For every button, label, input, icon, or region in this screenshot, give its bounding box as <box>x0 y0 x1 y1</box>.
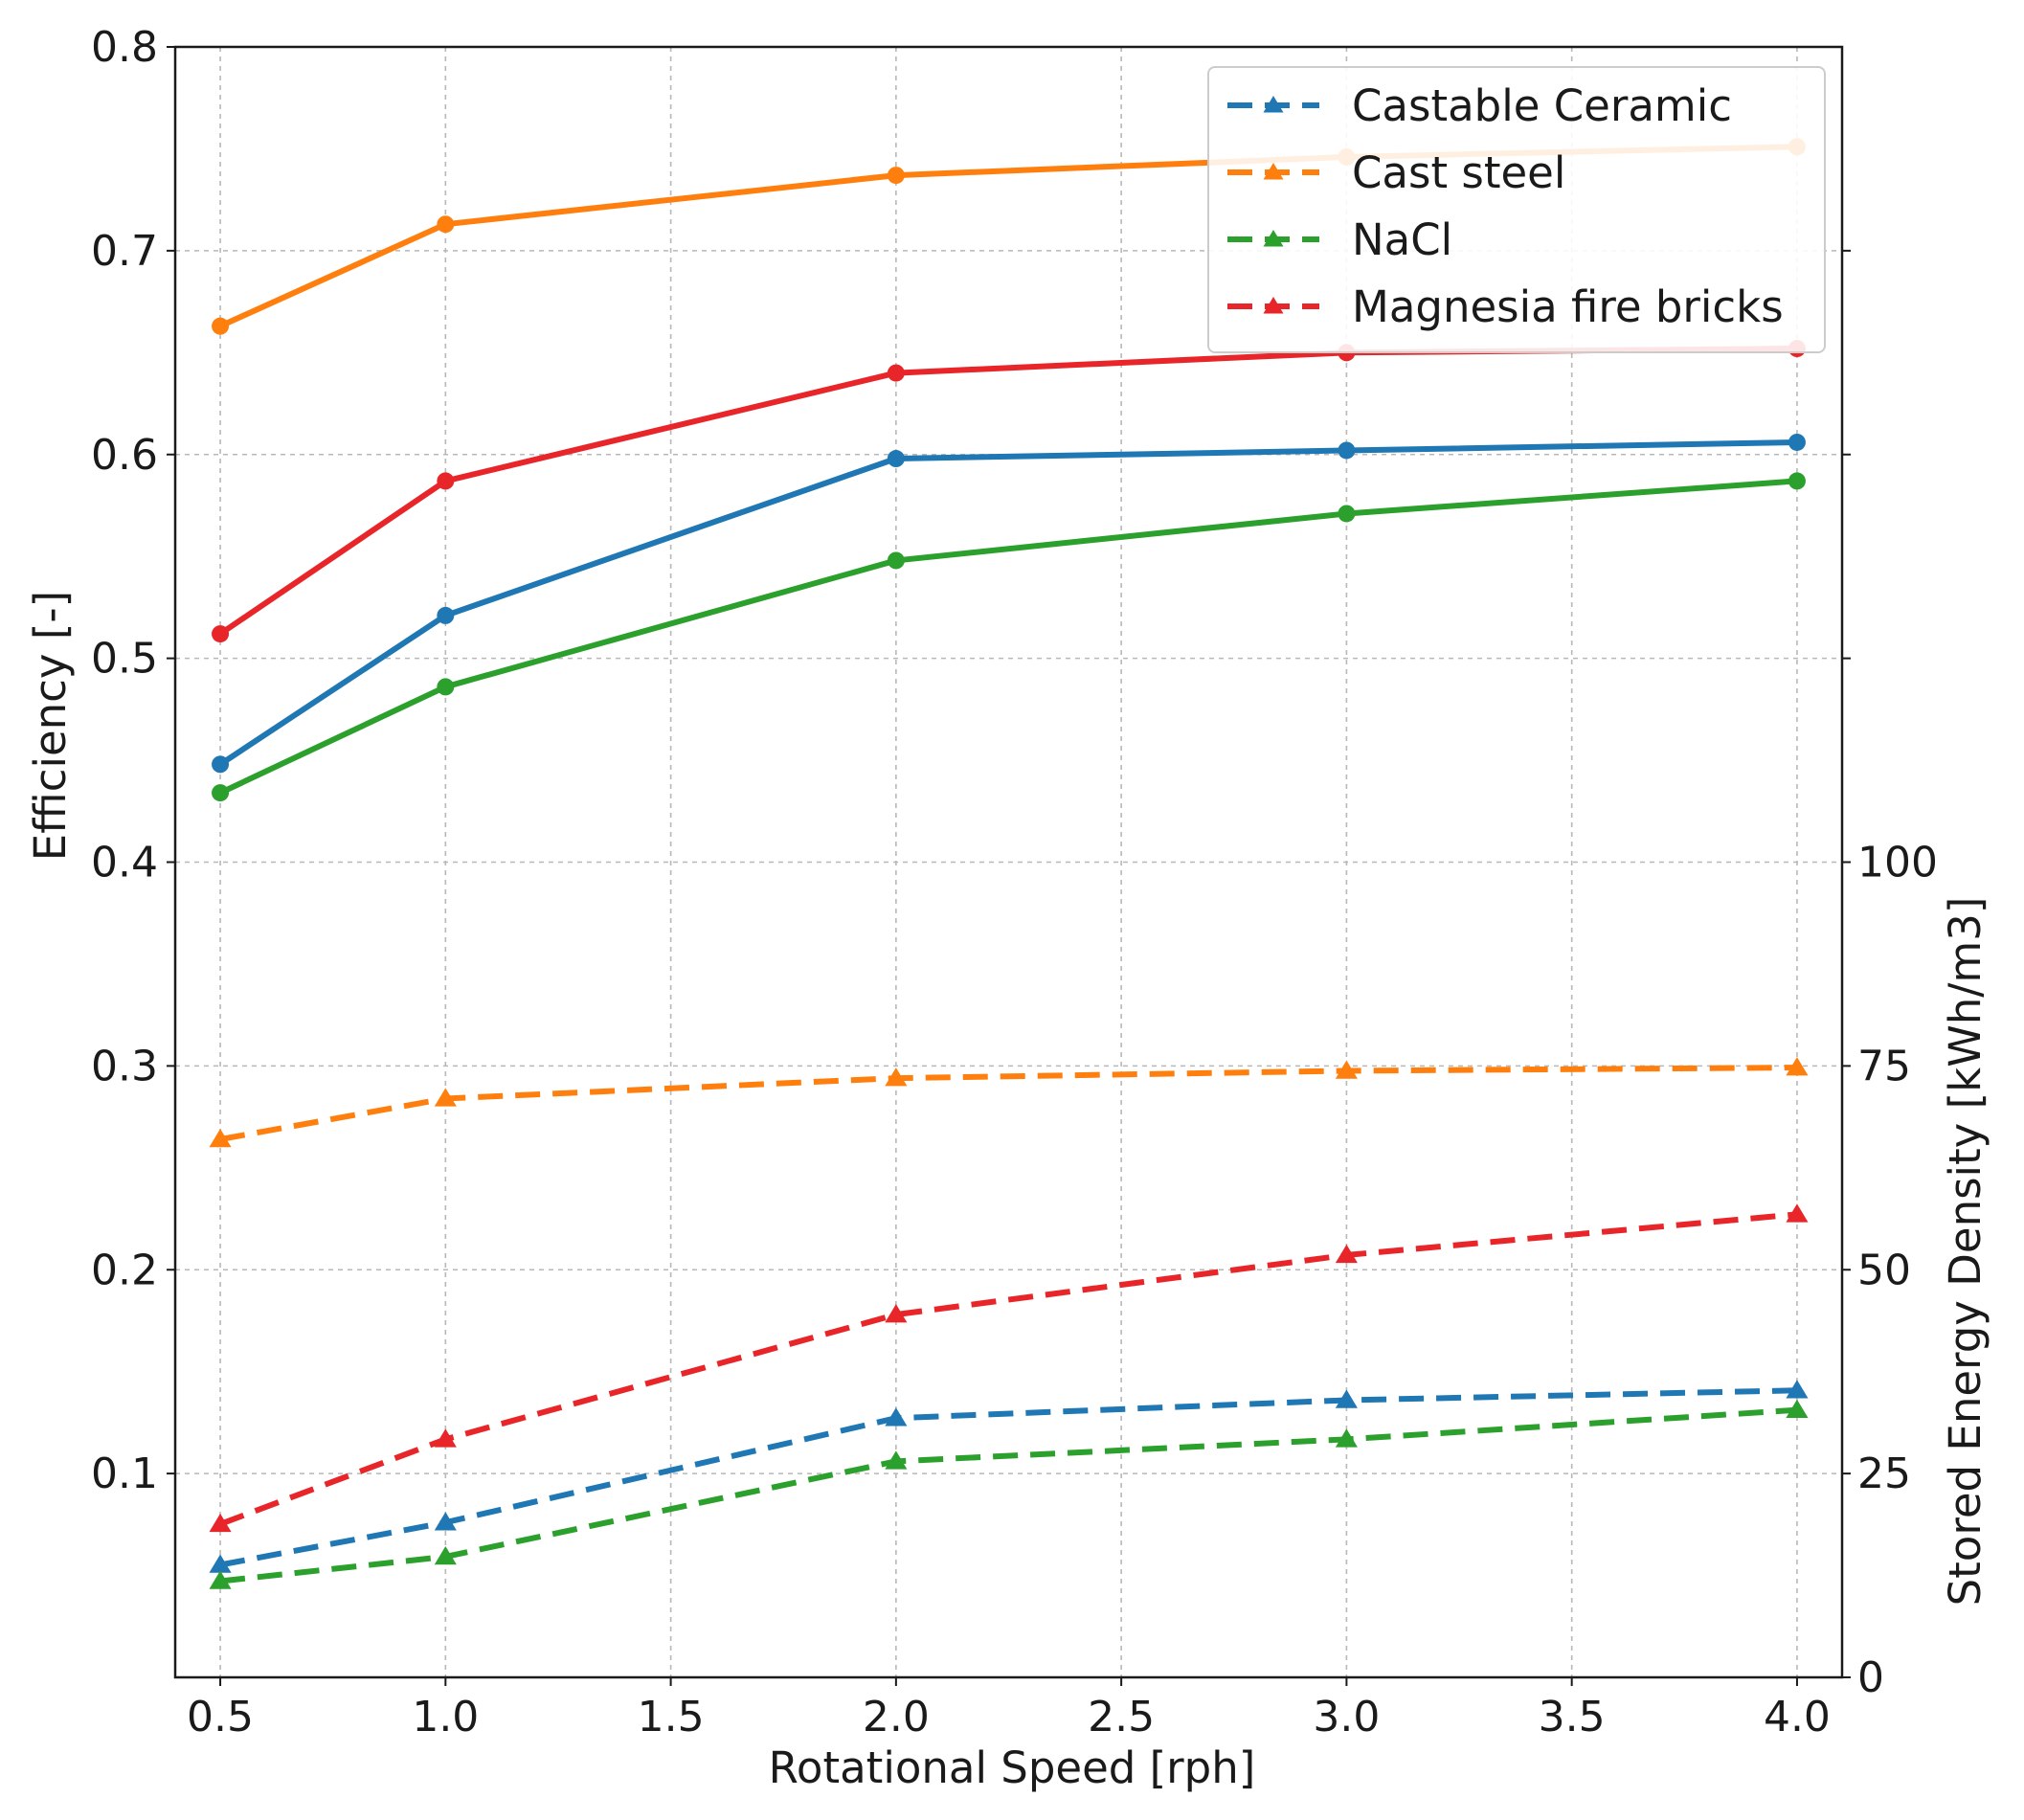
y-right-tick-label: 100 <box>1857 839 1938 888</box>
efficiency-point-nacl <box>1788 472 1806 490</box>
x-tick-label: 2.5 <box>1088 1693 1155 1741</box>
energy-density-point-castable-ceramic <box>434 1512 457 1531</box>
energy-density-point-magnesia-fire-bricks <box>885 1304 908 1323</box>
legend-box <box>1207 66 1826 353</box>
y-left-tick-label: 0.7 <box>91 227 158 276</box>
y-left-tick-label: 0.1 <box>91 1449 158 1498</box>
efficiency-point-castable-ceramic <box>1788 433 1806 451</box>
legend-label-magnesia-fire-bricks: Magnesia fire bricks <box>1352 281 1784 332</box>
x-tick-label: 4.0 <box>1764 1693 1831 1741</box>
legend-label-cast-steel: Cast steel <box>1352 147 1565 198</box>
y-right-tick-label: 75 <box>1857 1042 1911 1090</box>
y-left-tick-label: 0.2 <box>91 1246 158 1294</box>
energy-density-point-cast-steel <box>434 1088 457 1107</box>
efficiency-point-nacl <box>212 784 230 802</box>
energy-density-line-magnesia-fire-bricks <box>218 1211 1798 1527</box>
energy-density-point-cast-steel <box>1786 1057 1809 1076</box>
efficiency-point-magnesia-fire-bricks <box>887 364 905 382</box>
x-tick-label: 1.0 <box>412 1693 479 1741</box>
energy-density-point-nacl <box>1335 1428 1358 1448</box>
efficiency-point-cast-steel <box>212 317 230 335</box>
energy-density-point-magnesia-fire-bricks <box>209 1513 232 1533</box>
efficiency-point-castable-ceramic <box>437 606 455 624</box>
energy-density-point-magnesia-fire-bricks <box>434 1428 457 1448</box>
efficiency-point-cast-steel <box>887 167 905 185</box>
x-axis-title: Rotational Speed [rph] <box>769 1742 1256 1793</box>
legend-entries: Castable Ceramic Cast steel NaCl Magnesia f… <box>1227 80 1784 332</box>
y-axis-left-title: Efficiency [-] <box>25 591 76 861</box>
energy-density-point-cast-steel <box>885 1067 908 1087</box>
energy-density-point-nacl <box>209 1570 232 1589</box>
legend-marker-castable-ceramic <box>1263 96 1284 113</box>
legend-label-castable-ceramic: Castable Ceramic <box>1352 80 1732 131</box>
legend-marker-nacl <box>1263 230 1284 247</box>
efficiency-point-nacl <box>437 678 455 696</box>
energy-density-point-castable-ceramic <box>1786 1380 1809 1399</box>
energy-density-point-nacl <box>885 1450 908 1470</box>
y-axis-right-title: Stored Energy Density [kWh/m3] <box>1940 897 1990 1607</box>
y-left-tick-label: 0.8 <box>91 23 158 72</box>
energy-density-point-castable-ceramic <box>885 1407 908 1427</box>
y-right-tick-label: 0 <box>1857 1653 1884 1702</box>
y-left-tick-label: 0.5 <box>91 635 158 684</box>
y-right-tick-label: 50 <box>1857 1246 1911 1294</box>
x-tick-label: 1.5 <box>638 1693 705 1741</box>
efficiency-point-cast-steel <box>437 215 455 234</box>
energy-density-point-castable-ceramic <box>1335 1389 1358 1408</box>
y-left-tick-label: 0.4 <box>91 839 158 888</box>
x-tick-label: 3.5 <box>1539 1693 1606 1741</box>
energy-density-point-cast-steel <box>1335 1060 1358 1079</box>
x-tick-label: 2.0 <box>863 1693 930 1741</box>
efficiency-point-nacl <box>887 551 905 570</box>
efficiency-point-magnesia-fire-bricks <box>437 472 455 490</box>
energy-density-point-magnesia-fire-bricks <box>1335 1244 1358 1264</box>
y-right-tick-label: 25 <box>1857 1449 1911 1498</box>
legend-marker-cast-steel <box>1263 163 1284 180</box>
efficiency-point-castable-ceramic <box>212 755 230 774</box>
energy-density-point-nacl <box>434 1545 457 1565</box>
axis-ticks: 0.5 1.0 1.5 2.0 2.5 3.0 3.5 4.0 0.1 0.2 0.3 0.4 0.5 0… <box>91 23 1938 1741</box>
efficiency-point-castable-ceramic <box>1338 441 1356 460</box>
legend-label-nacl: NaCl <box>1352 214 1452 265</box>
efficiency-point-magnesia-fire-bricks <box>212 625 230 643</box>
y-left-tick-label: 0.3 <box>91 1042 158 1090</box>
energy-density-point-nacl <box>1786 1399 1809 1418</box>
energy-density-point-castable-ceramic <box>209 1554 232 1573</box>
legend: Castable Ceramic Cast steel NaCl Magnesia f… <box>1207 66 1826 353</box>
legend-marker-magnesia-fire-bricks <box>1263 297 1284 314</box>
energy-density-point-magnesia-fire-bricks <box>1786 1203 1809 1223</box>
x-tick-label: 3.0 <box>1313 1693 1380 1741</box>
efficiency-point-nacl <box>1338 505 1356 523</box>
x-tick-label: 0.5 <box>187 1693 254 1741</box>
efficiency-point-castable-ceramic <box>887 450 905 468</box>
y-left-tick-label: 0.6 <box>91 431 158 480</box>
energy-density-point-cast-steel <box>209 1129 232 1148</box>
